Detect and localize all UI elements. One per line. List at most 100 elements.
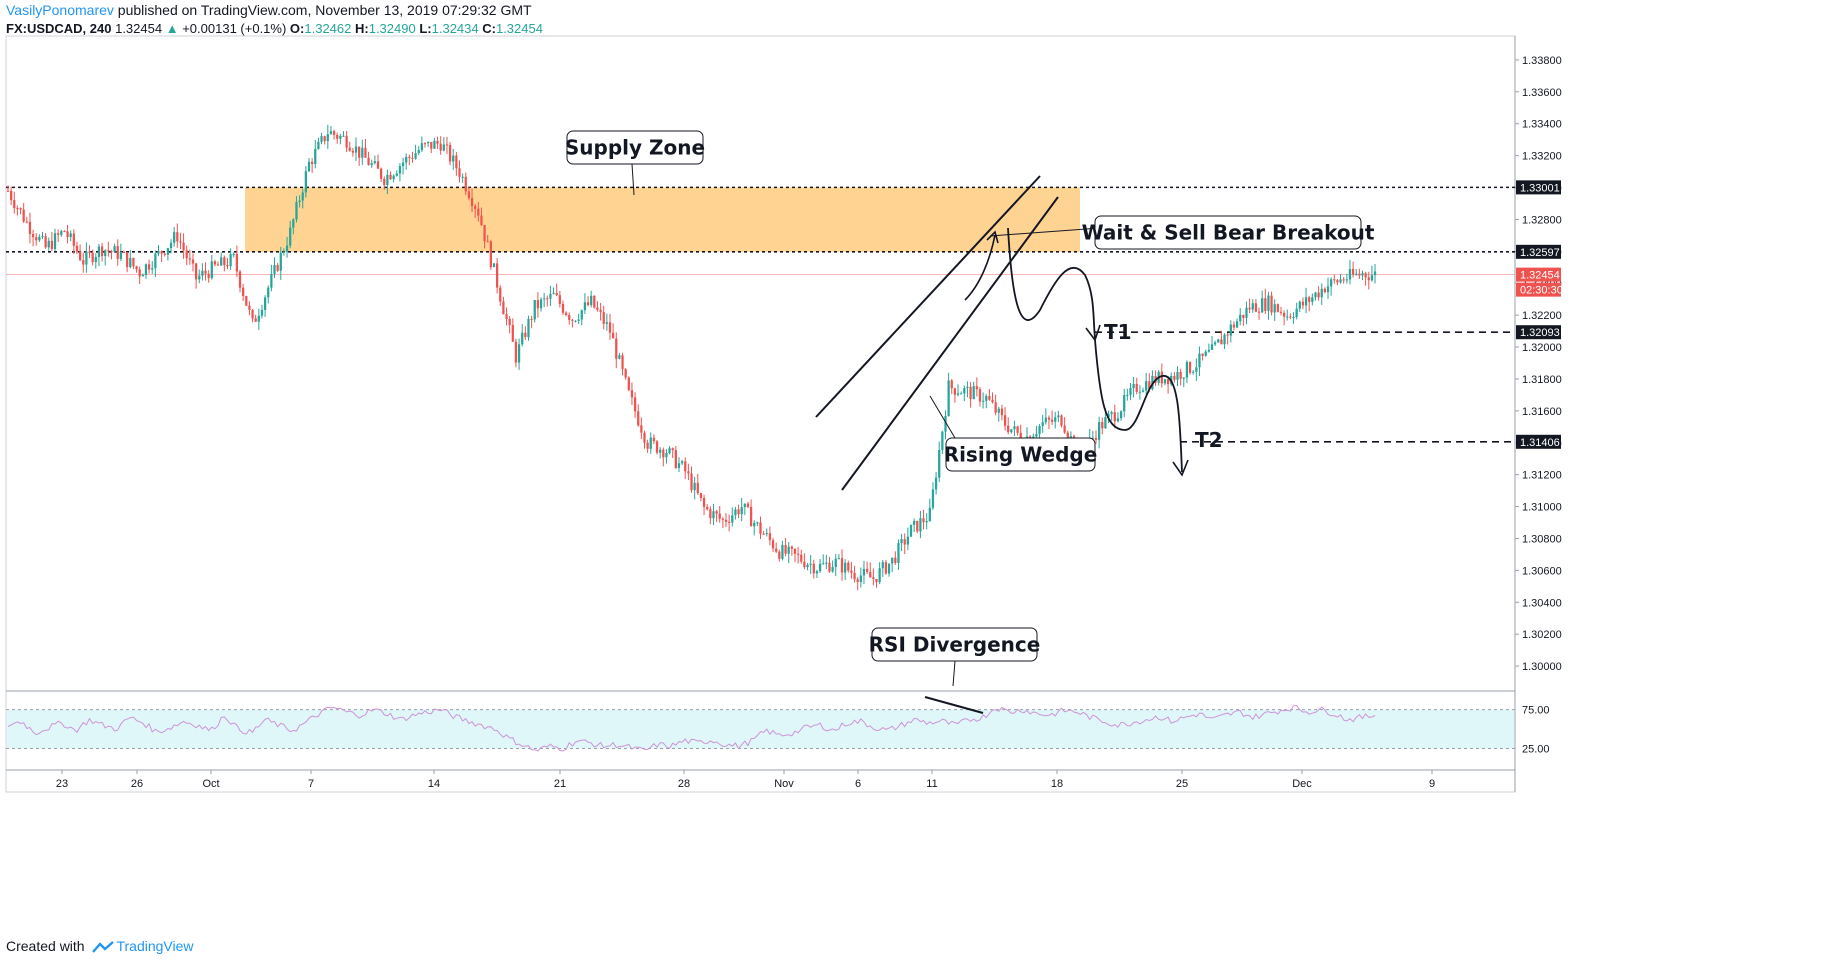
candle-body bbox=[684, 461, 687, 472]
callout-label: Wait & Sell Bear Breakout bbox=[1082, 221, 1375, 245]
candle-body bbox=[580, 310, 583, 320]
candle-body bbox=[483, 225, 486, 242]
low-value: 1.32434 bbox=[431, 21, 479, 36]
candle-body bbox=[38, 236, 41, 241]
candle-body bbox=[1292, 317, 1295, 319]
candle-body bbox=[1013, 426, 1016, 430]
candle-body bbox=[615, 338, 618, 359]
candle-body bbox=[517, 344, 521, 363]
candle-body bbox=[1267, 295, 1270, 311]
candle-body bbox=[586, 302, 590, 306]
candle-body bbox=[1104, 417, 1107, 429]
candle-body bbox=[201, 270, 204, 276]
candle-body bbox=[796, 553, 800, 555]
candle-body bbox=[543, 298, 546, 300]
candle-body bbox=[1138, 391, 1142, 393]
price-tick-label: 1.31200 bbox=[1522, 470, 1562, 482]
candle-body bbox=[1116, 418, 1120, 422]
candle-body bbox=[514, 341, 518, 363]
open-label: O: bbox=[289, 21, 305, 36]
price-axis: 1.338001.336001.334001.332001.330001.328… bbox=[1515, 55, 1563, 755]
price-tick-label: 1.31600 bbox=[1522, 406, 1562, 418]
candle-body bbox=[358, 146, 361, 158]
candle-body bbox=[1166, 379, 1170, 385]
candle-body bbox=[345, 135, 348, 148]
candle-body bbox=[687, 471, 690, 474]
candle-body bbox=[311, 161, 314, 165]
time-tick-label: 26 bbox=[131, 778, 143, 790]
candle-body bbox=[947, 380, 950, 416]
candle-body bbox=[307, 161, 311, 172]
candle-body bbox=[408, 156, 411, 158]
time-tick-label: 6 bbox=[855, 778, 861, 790]
candle-body bbox=[1336, 280, 1339, 283]
candle-body bbox=[213, 261, 217, 265]
candle-body bbox=[718, 513, 721, 519]
candle-body bbox=[878, 568, 881, 583]
projection-path-2 bbox=[1094, 339, 1183, 473]
candle-body bbox=[332, 131, 336, 135]
candle-body bbox=[508, 318, 511, 325]
candle-body bbox=[844, 562, 847, 573]
candle-body bbox=[370, 163, 373, 166]
callout-pointer bbox=[989, 227, 1101, 237]
candle-body bbox=[251, 309, 254, 319]
tradingview-brand-link[interactable]: TradingView bbox=[116, 938, 194, 954]
candle-body bbox=[1301, 301, 1305, 306]
candle-body bbox=[401, 162, 405, 167]
candle-body bbox=[837, 558, 841, 560]
candle-body bbox=[916, 520, 919, 532]
time-tick-label: 18 bbox=[1051, 778, 1063, 790]
candle-body bbox=[1050, 419, 1054, 422]
candle-body bbox=[1273, 304, 1276, 313]
candle-body bbox=[107, 250, 110, 252]
author-link[interactable]: VasilyPonomarev bbox=[6, 2, 114, 18]
candle-body bbox=[502, 301, 505, 315]
candle-body bbox=[97, 246, 101, 257]
candle-body bbox=[809, 563, 812, 565]
candle-body bbox=[825, 562, 828, 564]
candle-body bbox=[960, 393, 963, 395]
candle-body bbox=[147, 264, 151, 270]
candle-body bbox=[452, 155, 455, 162]
candle-body bbox=[818, 563, 822, 572]
candle-body bbox=[869, 571, 872, 578]
candle-body bbox=[361, 147, 364, 158]
candle-body bbox=[637, 411, 640, 426]
arrow-head-icon bbox=[1172, 459, 1189, 477]
candle-body bbox=[464, 176, 467, 192]
candle-body bbox=[232, 254, 235, 256]
candle-body bbox=[793, 548, 797, 554]
price-tick-label: 1.31800 bbox=[1522, 374, 1562, 386]
candle-body bbox=[1101, 422, 1104, 429]
candle-body bbox=[323, 136, 326, 142]
callout-box bbox=[566, 130, 704, 165]
price-tick-label: 1.32800 bbox=[1522, 214, 1562, 226]
candle-body bbox=[884, 562, 888, 574]
change-value: +0.00131 (+0.1%) bbox=[182, 21, 287, 36]
candle-body bbox=[461, 176, 464, 178]
candle-body bbox=[1182, 377, 1185, 379]
time-tick-label: Nov bbox=[774, 778, 794, 790]
breakout-arrow bbox=[964, 234, 996, 301]
candle-body bbox=[229, 254, 232, 267]
candle-body bbox=[605, 322, 608, 324]
candle-body bbox=[649, 437, 652, 449]
candle-body bbox=[1035, 433, 1038, 437]
candle-body bbox=[173, 232, 176, 243]
candle-body bbox=[1251, 303, 1254, 310]
candle-body bbox=[414, 153, 417, 159]
candle-body bbox=[775, 548, 778, 552]
candle-body bbox=[991, 399, 994, 403]
candle-body bbox=[671, 448, 674, 451]
candle-body bbox=[13, 200, 16, 209]
candle-body bbox=[185, 250, 188, 259]
candle-body bbox=[1176, 371, 1179, 380]
candle-body bbox=[1226, 334, 1229, 336]
candle-body bbox=[75, 245, 79, 252]
candle-body bbox=[646, 442, 649, 449]
candle-body bbox=[746, 503, 750, 507]
candle-body bbox=[433, 140, 436, 149]
high-value: 1.32490 bbox=[368, 21, 416, 36]
